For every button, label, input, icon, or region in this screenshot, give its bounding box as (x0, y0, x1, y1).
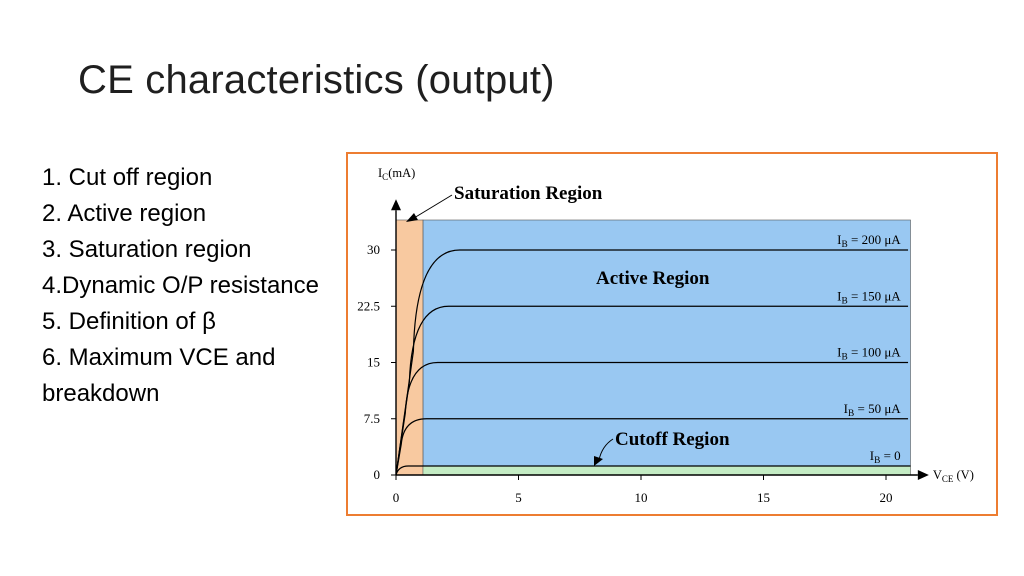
cutoff-pointer-line (598, 438, 614, 461)
topic-item: 2. Active region (42, 200, 207, 227)
labels-layer: IB = 0 IB = 50 μA IB = 100 μA IB = 150 μA IB… (406, 183, 901, 466)
cutoff-region-label: Cutoff Region (615, 429, 730, 450)
y-axis-label: IC(mA) (378, 166, 415, 182)
active-region-label: Active Region (596, 268, 710, 289)
y-tick-label: 7.5 (364, 411, 380, 426)
x-tick-label: 5 (515, 490, 522, 505)
saturation-region-label: Saturation Region (454, 183, 603, 204)
slide-title: CE characteristics (output) (78, 58, 555, 102)
curve-label-1: IB = 50 μA (844, 401, 902, 419)
x-tick-label: 10 (635, 490, 648, 505)
x-tick-label: 20 (880, 490, 893, 505)
saturation-pointer-arrow-icon (406, 213, 418, 222)
curve-label-2: IB = 100 μA (837, 345, 901, 363)
curve-label-0: IB = 0 (870, 448, 901, 466)
topic-item: 6. Maximum VCE and breakdown (42, 344, 276, 407)
topic-list: 1. Cut off region 2. Active region 3. Sa… (42, 160, 332, 412)
x-axis-arrow-icon (917, 470, 929, 480)
x-axis-label: VCE (V) (933, 468, 974, 484)
topic-item: 1. Cut off region (42, 164, 213, 191)
y-axis-arrow-icon (391, 199, 401, 211)
regions-layer (395, 219, 911, 476)
x-tick-label: 0 (393, 490, 400, 505)
active-region (422, 219, 911, 467)
topic-item: 5. Definition of β (42, 308, 216, 335)
x-tick-label: 15 (757, 490, 770, 505)
y-tick-label: 15 (367, 355, 380, 370)
curve-label-3: IB = 150 μA (837, 288, 901, 306)
output-characteristics-chart: 0 5 10 15 20 0 7.5 15 22.5 30 IC(mA) VCE (V) IB = 0… (357, 166, 974, 505)
saturation-region (395, 219, 424, 476)
ib-curve-1 (395, 418, 909, 476)
curves-layer (395, 249, 911, 476)
y-tick-label: 30 (367, 242, 380, 257)
topic-item: 3. Saturation region (42, 236, 252, 263)
cutoff-region (395, 465, 911, 476)
axes-layer: 0 5 10 15 20 0 7.5 15 22.5 30 IC(mA) VCE (V) (357, 166, 974, 505)
topic-item: 4.Dynamic O/P resistance (42, 272, 319, 299)
cutoff-pointer-arrow-icon (594, 456, 603, 466)
y-tick-label: 0 (374, 467, 381, 482)
saturation-pointer-line (413, 194, 453, 219)
y-tick-label: 22.5 (357, 298, 380, 313)
ib-curve-4 (395, 249, 909, 476)
figure-frame: 0 5 10 15 20 0 7.5 15 22.5 30 IC(mA) VCE (V) IB = 0… (346, 152, 998, 516)
curve-label-4: IB = 200 μA (837, 232, 901, 250)
